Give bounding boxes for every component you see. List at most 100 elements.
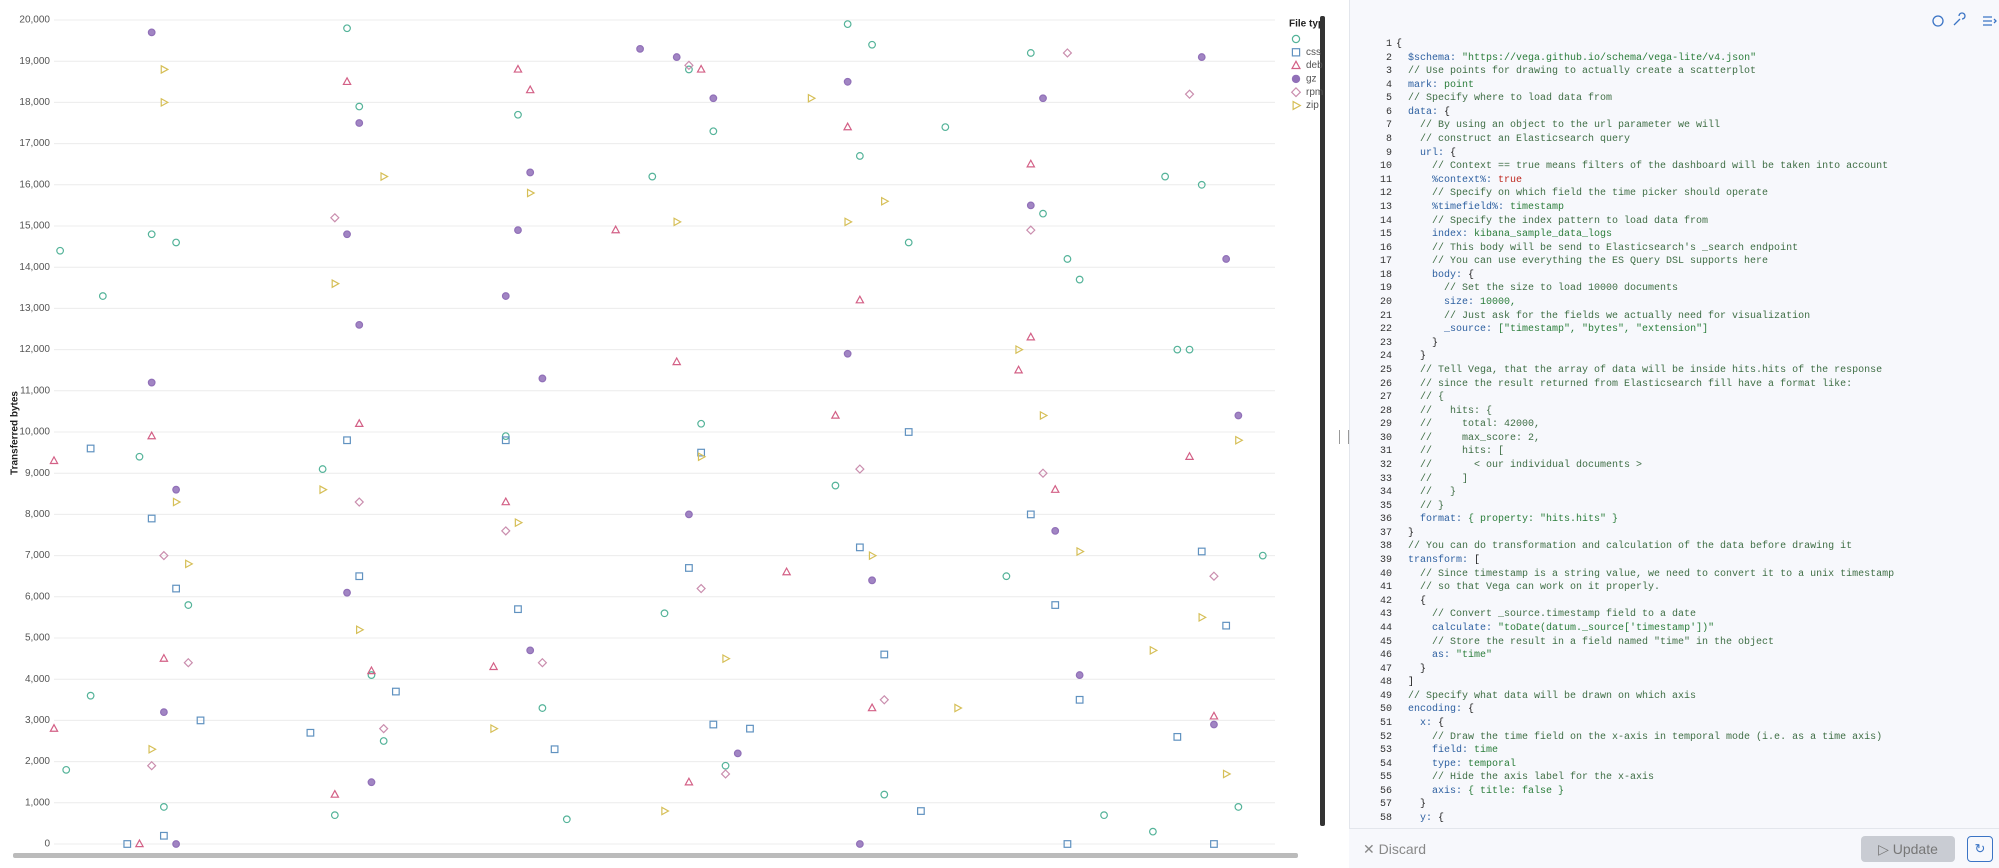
- y-tick-label: 14,000: [19, 262, 50, 273]
- code-text: calculate: "toDate(datum._source['timest…: [1432, 622, 1715, 634]
- data-point: [355, 102, 364, 111]
- data-point: [1076, 546, 1085, 557]
- code-text: // < our individual documents >: [1396, 459, 1643, 471]
- data-point: [904, 238, 913, 247]
- data-point: [355, 572, 364, 581]
- data-point: [500, 526, 511, 536]
- data-point: [514, 517, 524, 528]
- data-point: [1026, 49, 1035, 57]
- chart: Transferred bytes File typ 0 1,000 2,000 3,…: [10, 15, 1325, 858]
- data-point: [501, 432, 510, 441]
- data-point: [1185, 345, 1194, 354]
- legend-label: deb: [1306, 60, 1323, 71]
- horizontal-scrollbar[interactable]: [13, 853, 1298, 858]
- data-point: [843, 121, 853, 131]
- data-point: [391, 687, 400, 696]
- code-text: // This body will be send to Elasticsear…: [1396, 242, 1799, 254]
- data-point: [879, 694, 890, 705]
- data-point: [319, 485, 328, 495]
- code-text: // Specify the index pattern to load dat…: [1396, 215, 1709, 227]
- data-point: [1184, 451, 1195, 460]
- line-number: 4: [1385, 79, 1392, 91]
- data-point: [562, 815, 571, 824]
- data-point: [183, 657, 194, 668]
- data-point: [526, 646, 535, 655]
- data-point: [159, 831, 168, 840]
- data-point: [660, 609, 669, 618]
- data-point: [1075, 671, 1084, 679]
- code-text: mark: point: [1408, 79, 1475, 91]
- data-point: [844, 217, 853, 227]
- code-text: // }: [1396, 500, 1445, 512]
- code-text: {: [1396, 595, 1427, 607]
- data-point: [172, 485, 181, 494]
- line-number: 7: [1385, 120, 1392, 132]
- data-point: [147, 230, 156, 239]
- data-point: [1050, 484, 1060, 493]
- code-text: url: {: [1420, 147, 1457, 159]
- data-point: [1161, 172, 1170, 181]
- line-number: 40: [1379, 568, 1392, 580]
- refresh-button[interactable]: ↻: [1967, 836, 1993, 862]
- legend-label: zip: [1306, 100, 1319, 111]
- code-text: // hits: [: [1396, 446, 1505, 458]
- data-point: [172, 497, 182, 507]
- data-point: [159, 653, 169, 662]
- line-number: 9: [1385, 147, 1392, 159]
- legend-symbol: [1291, 74, 1301, 84]
- code-text: }: [1396, 663, 1427, 675]
- help-icon[interactable]: [1932, 15, 1944, 27]
- data-point: [356, 625, 365, 635]
- line-number: 28: [1379, 405, 1392, 417]
- line-number: 31: [1379, 446, 1392, 458]
- data-point: [514, 226, 522, 235]
- data-point: [709, 720, 718, 729]
- update-label: Update: [1892, 841, 1938, 857]
- y-tick-label: 9,000: [25, 468, 50, 479]
- code-text: // Tell Vega, that the array of data wil…: [1396, 364, 1883, 376]
- update-button[interactable]: ▷ Update: [1861, 836, 1955, 862]
- data-point: [867, 702, 877, 712]
- code-area[interactable]: 1 {2 $schema: "https://vega.github.io/sch…: [1350, 38, 1999, 828]
- data-point: [1234, 411, 1243, 420]
- data-point: [880, 790, 889, 799]
- settings-icon[interactable]: [1953, 12, 1966, 26]
- data-point: [147, 430, 157, 440]
- data-point: [538, 704, 547, 712]
- line-number: 26: [1379, 378, 1392, 390]
- code-text: // Specify what data will be drawn on wh…: [1396, 690, 1697, 702]
- data-point: [1075, 275, 1084, 284]
- data-point: [672, 53, 681, 61]
- data-point: [1148, 827, 1157, 836]
- data-point: [881, 196, 890, 206]
- data-point: [147, 378, 156, 387]
- line-number: 51: [1379, 718, 1392, 729]
- data-point: [1149, 645, 1159, 656]
- code-text: }: [1396, 527, 1415, 539]
- y-tick-label: 19,000: [19, 56, 50, 67]
- data-point: [488, 661, 499, 671]
- data-point: [514, 110, 522, 119]
- data-point: [720, 769, 731, 779]
- line-number: 34: [1379, 487, 1392, 499]
- data-point: [513, 64, 523, 73]
- data-point: [1234, 803, 1243, 811]
- line-number: 13: [1379, 201, 1392, 213]
- discard-button[interactable]: ✕ Discard: [1363, 841, 1427, 857]
- line-number: 5: [1385, 93, 1392, 105]
- code-editor[interactable]: 1 {2 $schema: "https://vega.github.io/sch…: [1349, 0, 1999, 867]
- vertical-scrollbar[interactable]: [1320, 16, 1325, 826]
- line-number: 32: [1379, 459, 1392, 471]
- data-point: [1075, 695, 1084, 704]
- line-number: 2: [1385, 52, 1392, 64]
- collapse-icon[interactable]: [1983, 16, 1997, 26]
- data-point: [343, 436, 351, 445]
- data-point: [1051, 526, 1060, 535]
- data-point: [855, 840, 864, 848]
- line-number: 25: [1379, 364, 1392, 376]
- code-text: as: "time": [1432, 650, 1493, 662]
- resize-handle[interactable]: [1339, 430, 1349, 444]
- data-point: [525, 84, 535, 94]
- data-point: [1222, 769, 1232, 779]
- data-point: [1209, 571, 1219, 582]
